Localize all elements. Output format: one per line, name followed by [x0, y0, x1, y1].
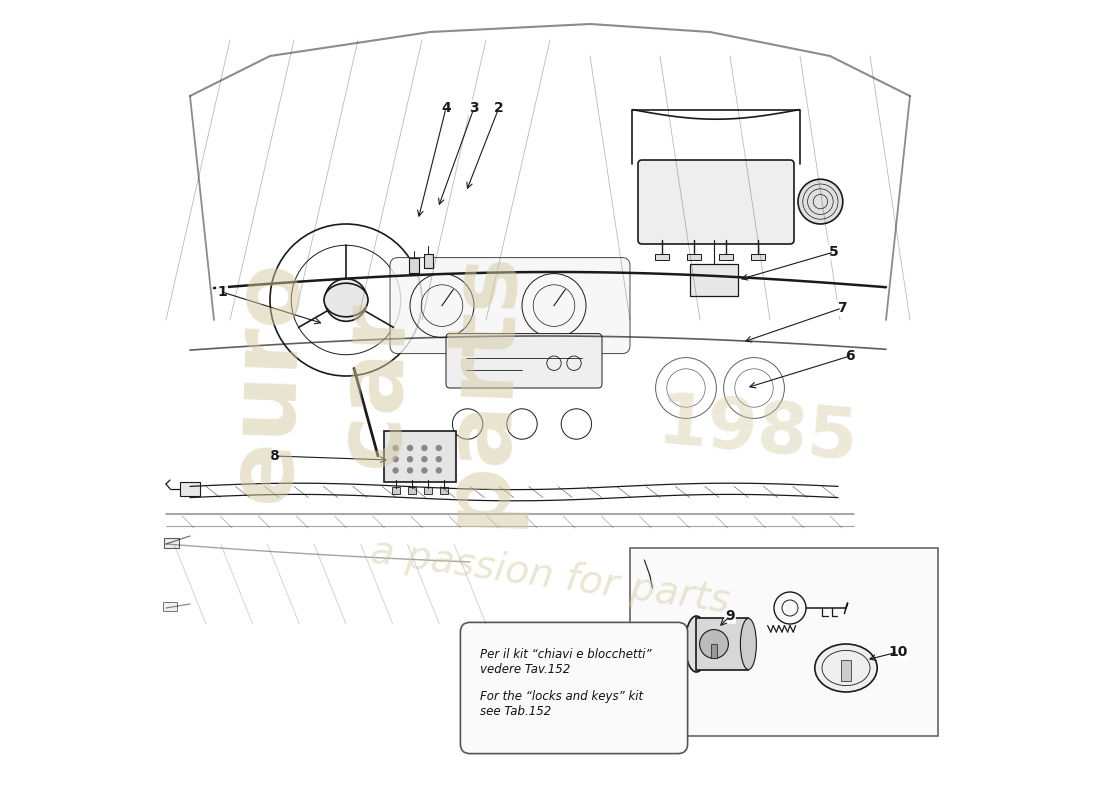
Text: 2: 2 [494, 101, 504, 115]
Circle shape [436, 467, 442, 474]
Bar [718, 254, 734, 260]
FancyBboxPatch shape [630, 548, 938, 736]
Bar [424, 254, 433, 268]
Bar [711, 644, 717, 658]
Text: For the “locks and keys” kit
see Tab.152: For the “locks and keys” kit see Tab.152 [480, 690, 642, 718]
Circle shape [436, 456, 442, 462]
Bar [163, 602, 177, 611]
Ellipse shape [324, 283, 369, 317]
Bar [440, 487, 449, 494]
Circle shape [421, 445, 428, 451]
Bar [392, 487, 399, 494]
Circle shape [393, 445, 399, 451]
Circle shape [436, 445, 442, 451]
Circle shape [407, 445, 414, 451]
Ellipse shape [740, 618, 757, 670]
FancyBboxPatch shape [638, 160, 794, 244]
Bar [686, 254, 701, 260]
Bar [842, 660, 850, 681]
Bar [690, 264, 738, 296]
Circle shape [407, 456, 414, 462]
Text: 1985: 1985 [654, 389, 861, 475]
Bar [164, 538, 179, 548]
Text: 7: 7 [837, 301, 847, 315]
Text: euro
car
parts: euro car parts [217, 239, 531, 529]
Circle shape [798, 179, 843, 224]
Bar [425, 487, 432, 494]
Bar [408, 487, 416, 494]
Circle shape [421, 456, 428, 462]
Text: 10: 10 [889, 645, 908, 659]
Circle shape [324, 278, 367, 322]
Circle shape [393, 456, 399, 462]
Bar [409, 258, 419, 273]
Bar [180, 482, 200, 496]
FancyBboxPatch shape [384, 431, 456, 482]
Text: 9: 9 [725, 609, 735, 623]
Circle shape [700, 630, 728, 658]
FancyBboxPatch shape [461, 622, 688, 754]
Text: 8: 8 [270, 449, 279, 463]
Ellipse shape [685, 616, 707, 672]
Circle shape [421, 467, 428, 474]
Text: a passion for parts: a passion for parts [367, 532, 733, 620]
Text: 4: 4 [441, 101, 451, 115]
Text: Per il kit “chiavi e blocchetti”
vedere Tav.152: Per il kit “chiavi e blocchetti” vedere … [480, 648, 651, 676]
Text: 5: 5 [829, 245, 839, 259]
Text: 6: 6 [845, 349, 855, 363]
Text: 1: 1 [217, 285, 227, 299]
FancyBboxPatch shape [446, 334, 602, 388]
Text: 3: 3 [470, 101, 478, 115]
Circle shape [407, 467, 414, 474]
Bar [696, 618, 748, 670]
Bar [751, 254, 766, 260]
Bar [654, 254, 669, 260]
Ellipse shape [815, 644, 877, 692]
Circle shape [393, 467, 399, 474]
FancyBboxPatch shape [390, 258, 630, 354]
